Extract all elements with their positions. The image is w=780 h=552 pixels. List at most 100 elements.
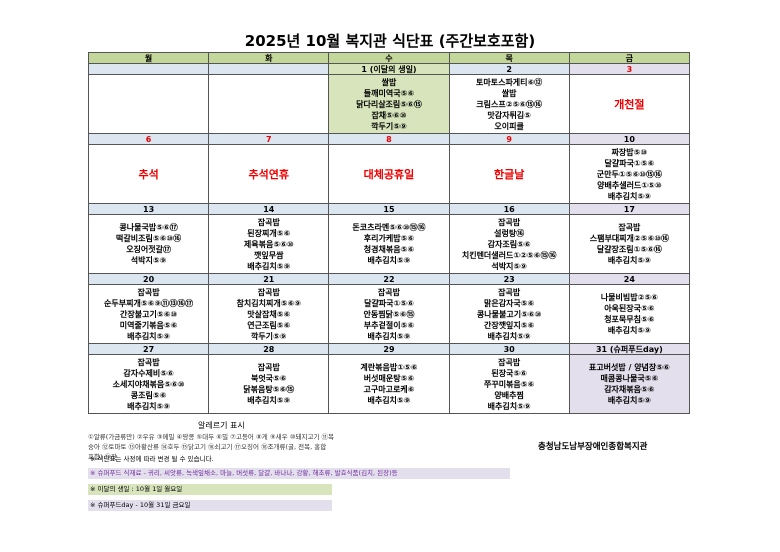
menu-item: 토마토스파게티⑥⑫ <box>476 77 543 87</box>
date-cell: 30 <box>448 343 570 355</box>
menu-item: 쌀밥 <box>381 77 397 87</box>
note: ※ 이달의 생일 : 10월 1일 월요일 <box>88 484 332 495</box>
menu-item: 부추겉절이⑤⑥ <box>363 320 415 330</box>
menu-cell: 콩나물국밥⑤⑥⑰ 떡갈비조림⑤⑥⑩⑯ 오징어젓갈⑰ 석박지⑤⑨ <box>87 214 210 274</box>
menu-item: 잡곡밥 <box>498 287 521 297</box>
date-row: 20 21 22 23 24 <box>87 273 691 285</box>
menu-item: 잡곡밥 <box>498 357 521 367</box>
menu-row: 콩나물국밥⑤⑥⑰ 떡갈비조림⑤⑥⑩⑯ 오징어젓갈⑰ 석박지⑤⑨ 잡곡밥 된장찌개⑤⑥ 제육볶… <box>87 214 691 274</box>
menu-item: 배추김치⑤⑨ <box>247 261 291 271</box>
allergy-list: ①알류(가금류만) ②우유 ③메밀 ④땅콩 ⑤대두 ⑥밀 ⑦고등어 ⑧게 ⑨새우… <box>88 433 334 461</box>
menu-cell: 개천절 <box>568 74 691 134</box>
menu-item: 배추김치⑤⑨ <box>607 256 651 265</box>
menu-item: 스팸부대찌개②⑤⑥⑩⑯ <box>589 234 669 243</box>
menu-item: 잡곡밥 <box>618 223 641 232</box>
menu-item: 잡곡밥 <box>137 357 160 367</box>
date-cell: 20 <box>87 273 210 285</box>
date-row: 6 7 8 9 10 <box>87 133 691 145</box>
menu-item: 대체공휴일 <box>363 168 415 180</box>
menu-item: 배추김치⑤⑨ <box>247 396 291 405</box>
menu-item: 배추김치⑤⑨ <box>607 191 651 201</box>
menu-item: 표고버섯밥 / 양념장⑤⑥ <box>588 363 670 372</box>
date-cell: 21 <box>208 273 330 285</box>
menu-row: 추석 추석연휴 대체공휴일 한글날 짜장밥⑤⑩ 달걀파국①⑤⑥ 군만두①⑤⑥⑩⑮⑯ 양배추샐러… <box>87 144 691 204</box>
menu-item: 배추김치⑤⑨ <box>127 331 171 341</box>
menu-item: 아욱된장국⑤⑥ <box>604 304 655 313</box>
menu-item: 추석 <box>138 168 159 180</box>
menu-item: 매콤콩나물국⑤⑥ <box>600 374 659 383</box>
menu-item: 간장깻잎지⑤⑥ <box>483 320 535 330</box>
menu-cell: 계란볶음밥①⑤⑥ 버섯매운탕⑤⑥ 고구마고로케⑥ 배추김치⑤⑨ <box>328 354 450 414</box>
date-cell: 2 <box>448 63 570 75</box>
menu-item: 짜장밥⑤⑩ <box>611 147 648 157</box>
menu-cell: 잡곡밥 된장국⑤⑥ 쭈꾸미볶음⑤⑥ 양배추찜 배추김치⑤⑨ <box>448 354 570 414</box>
menu-cell: 추석 <box>87 144 210 204</box>
menu-item: 양배추샐러드①⑤⑩ <box>597 180 662 190</box>
menu-item: 배추김치⑤⑨ <box>367 396 411 405</box>
menu-item: 배추김치⑤⑨ <box>607 396 651 405</box>
menu-item: 설렁탕⑯ <box>494 228 525 238</box>
date-cell: 22 <box>328 273 450 285</box>
menu-item: 잡곡밥 <box>257 287 280 297</box>
menu-item: 떡갈비조림⑤⑥⑩⑯ <box>116 234 182 243</box>
date-cell: 13 <box>87 203 210 215</box>
menu-cell: 추석연휴 <box>208 144 330 204</box>
menu-item: 후리가케밥⑤⑥ <box>363 234 415 243</box>
menu-item: 개천절 <box>614 98 645 110</box>
menu-cell: 잡곡밥 순두부찌개⑤⑥⑨⑪⑬⑯⑰ 간장불고기⑤⑥⑩ 미역줄기볶음⑤⑥ 배추김치⑤⑨ <box>87 284 210 344</box>
allergy-title: 알레르기 표시 <box>198 421 245 430</box>
day-header: 화 <box>208 52 330 64</box>
menu-item: 된장국⑤⑥ <box>491 368 527 378</box>
menu-cell: 잡곡밥 설렁탕⑯ 감자조림⑤⑥ 치킨텐더샐러드①②⑤⑥⑮⑯ 석박지⑤⑨ <box>448 214 570 274</box>
date-cell: 9 <box>448 133 570 145</box>
menu-cell: 나물비빔밥②⑤⑥ 아욱된장국⑤⑥ 청포묵무침⑤⑥ 배추김치⑤⑨ <box>568 284 691 344</box>
date-cell: 10 <box>568 133 691 145</box>
menu-item: 콩나물불고기⑤⑥⑩ <box>476 309 542 319</box>
date-cell: 24 <box>568 273 691 285</box>
day-header: 목 <box>448 52 570 64</box>
menu-item: 순두부찌개⑤⑥⑨⑪⑬⑯⑰ <box>104 298 194 308</box>
menu-item: 양배추찜 <box>494 390 524 400</box>
menu-item: 닭볶음탕⑤⑥⑮ <box>243 385 295 394</box>
menu-item: 들깨미역국⑤⑥ <box>363 88 415 98</box>
date-cell: 17 <box>568 203 691 215</box>
menu-cell <box>87 74 210 134</box>
menu-item: 깻잎무쌈 <box>254 250 284 260</box>
date-cell: 8 <box>328 133 450 145</box>
menu-item: 나물비빔밥②⑤⑥ <box>600 293 658 302</box>
date-cell <box>87 63 210 75</box>
menu-item: 미역줄기볶음⑤⑥ <box>119 320 178 330</box>
menu-item: 한글날 <box>493 168 525 180</box>
menu-cell: 짜장밥⑤⑩ 달걀파국①⑤⑥ 군만두①⑤⑥⑩⑮⑯ 양배추샐러드①⑤⑩ 배추김치⑤⑨ <box>568 144 691 204</box>
menu-item: 배추김치⑤⑨ <box>607 326 651 335</box>
menu-row: 쌀밥 들깨미역국⑤⑥ 닭다리살조림⑤⑥⑮ 잡채⑤⑥⑩ 깍두기⑤⑨ 토마토스파게티⑥⑫ 쌀밥 크… <box>87 74 691 134</box>
menu-item: 크림스프②⑤⑥⑮⑯ <box>476 99 543 109</box>
menu-cell: 잡곡밥 북엇국⑤⑥ 닭볶음탕⑤⑥⑮ 배추김치⑤⑨ <box>208 354 330 414</box>
menu-cell: 표고버섯밥 / 양념장⑤⑥ 매콤콩나물국⑤⑥ 감자채볶음⑤⑥ 배추김치⑤⑨ <box>568 354 691 414</box>
menu-item: 잡곡밥 <box>377 287 401 297</box>
menu-item: 배추김치⑤⑨ <box>487 331 531 341</box>
menu-item: 군만두①⑤⑥⑩⑮⑯ <box>596 169 662 179</box>
note: ※ 슈퍼푸드day - 10월 31일 금요일 <box>88 500 332 511</box>
menu-item: 소세지야채볶음⑤⑥⑩ <box>112 379 185 389</box>
menu-item: 달걀파국①⑤⑥ <box>364 298 414 308</box>
menu-cell: 잡곡밥 맑은감자국⑤⑥ 콩나물불고기⑤⑥⑩ 간장깻잎지⑤⑥ 배추김치⑤⑨ <box>448 284 570 344</box>
date-cell: 27 <box>87 343 210 355</box>
menu-item: 달걀장조림①⑤⑥⑯ <box>596 245 662 254</box>
date-cell: 31 (슈퍼푸드day) <box>568 343 691 355</box>
menu-item: 잡곡밥 <box>257 363 280 372</box>
note: ※ 슈퍼푸드 식재료 - 귀리, 씨앗류, 녹색잎채소, 마늘, 버섯류, 달걀… <box>88 468 510 479</box>
date-cell: 6 <box>87 133 210 145</box>
day-header: 금 <box>568 52 691 64</box>
menu-cell: 토마토스파게티⑥⑫ 쌀밥 크림스프②⑤⑥⑮⑯ 맛감자튀김⑤ 오이피클 <box>448 74 570 134</box>
menu-item: 깍두기⑤⑨ <box>371 121 407 131</box>
date-row: 1 (이달의 생일) 2 3 <box>87 63 691 75</box>
menu-item: 깍두기⑤⑨ <box>250 331 287 341</box>
menu-item: 연근조림⑤⑥ <box>247 320 291 330</box>
menu-item: 배추김치⑤⑨ <box>487 401 531 411</box>
menu-item: 제육볶음⑤⑥⑩ <box>243 239 294 249</box>
date-cell: 29 <box>328 343 450 355</box>
